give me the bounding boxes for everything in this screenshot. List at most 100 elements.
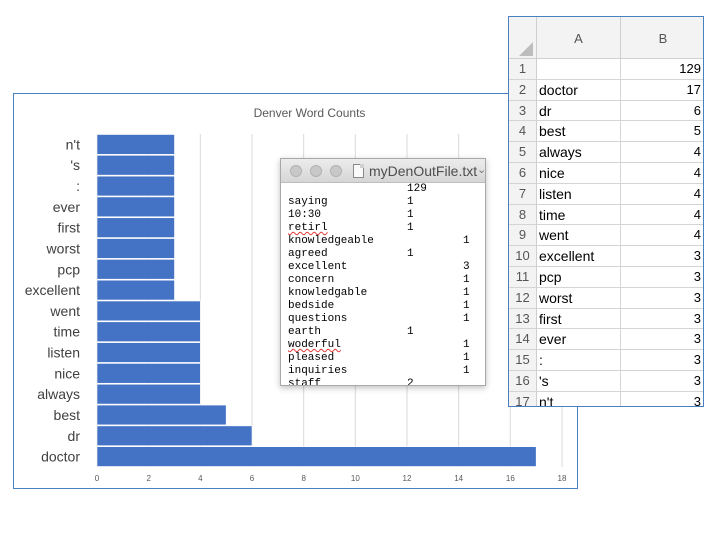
bar [96,279,175,301]
bar [96,196,175,218]
cell-count[interactable]: 4 [693,206,701,222]
row-number[interactable]: 6 [509,162,537,183]
sheet-row: 13 first 3 [509,308,703,330]
sheet-row: 5 always 4 [509,142,703,163]
cell-count[interactable]: 6 [693,102,701,118]
cell-count[interactable]: 4 [693,164,701,180]
sheet-row: 10 excellent 3 [509,246,703,267]
cell-count[interactable]: 3 [693,393,701,407]
text-line: bedside 1 [288,300,485,313]
cell-word[interactable]: best [537,121,621,142]
cell-word[interactable]: : [537,350,621,370]
row-number[interactable]: 10 [509,246,537,266]
row-number[interactable]: 4 [509,121,537,142]
cell-count[interactable]: 4 [693,144,701,160]
text-line-word: excellent [288,261,348,273]
bar [96,342,201,363]
column-header-b[interactable]: B [658,31,668,46]
cell-count[interactable]: 3 [693,331,701,347]
column-header-a[interactable]: A [537,17,621,59]
cell-count[interactable]: 3 [693,310,701,326]
select-all-cell[interactable] [509,17,537,59]
sheet-row: 17 n't 3 [509,391,703,407]
text-line: knowledgable 1 [288,287,485,300]
x-tick-label: 0 [95,474,100,483]
cell-count[interactable]: 3 [693,352,701,368]
cell-word[interactable] [537,59,621,79]
cell-word[interactable]: first [537,308,621,329]
spreadsheet-grid[interactable]: A B 1 129 2 doctor 17 3 dr 6 4 best 5 5 always 4 6 nice… [508,16,704,407]
cell-word[interactable]: 's [537,370,621,391]
category-label: excellent [25,282,80,298]
row-number[interactable]: 7 [509,183,537,204]
text-line-word: pleased [288,352,335,364]
row-number[interactable]: 2 [509,79,537,100]
cell-word[interactable]: always [537,142,621,162]
bar [96,134,175,155]
x-tick-label: 12 [403,474,412,483]
cell-word[interactable]: dr [537,100,621,121]
row-number[interactable]: 16 [509,370,537,391]
cell-word[interactable]: excellent [537,246,621,266]
text-file-window[interactable]: myDenOutFile.txt ⌄ 129 saying 1 10:30 1 retir… [280,158,486,386]
minimize-window-button[interactable] [310,165,322,177]
cell-word[interactable]: n't [537,391,621,406]
window-titlebar[interactable]: myDenOutFile.txt ⌄ [281,159,485,183]
cell-count[interactable]: 3 [693,289,701,305]
row-number[interactable]: 9 [509,225,537,246]
row-number[interactable]: 13 [509,308,537,329]
text-file-content[interactable]: 129 saying 1 10:30 1 retirl 1 knowledgeable 1 agr… [288,183,485,385]
category-label: went [49,303,80,319]
cell-word[interactable]: nice [537,162,621,183]
text-line: woderful 1 [288,339,485,352]
sheet-row: 16's 3 [509,370,703,392]
cell-count[interactable]: 3 [693,372,701,388]
cell-count[interactable]: 17 [686,81,701,97]
x-tick-label: 16 [506,474,515,483]
cell-count[interactable]: 3 [693,248,701,264]
cell-count[interactable]: 3 [693,268,701,284]
text-line-word: retirl [288,222,328,234]
text-line-word: knowledgeable [288,235,374,247]
zoom-window-button[interactable] [330,165,342,177]
cell-count[interactable]: 4 [693,227,701,243]
text-line: knowledgeable 1 [288,235,485,248]
cell-count[interactable]: 5 [693,123,701,139]
cell-word[interactable]: listen [537,183,621,204]
row-number[interactable]: 5 [509,142,537,162]
row-number[interactable]: 14 [509,329,537,350]
close-window-button[interactable] [290,165,302,177]
x-tick-label: 14 [454,474,463,483]
text-line-count: 1 [407,248,414,260]
cell-word[interactable]: went [537,225,621,246]
row-number[interactable]: 12 [509,287,537,308]
text-line-word: bedside [288,300,335,312]
cell-word[interactable]: pcp [537,266,621,287]
sheet-row: 14 ever 3 [509,329,703,351]
cell-word[interactable]: worst [537,287,621,308]
row-number[interactable]: 17 [509,391,537,406]
text-line-word: questions [288,313,348,325]
sheet-row: 12 worst 3 [509,287,703,309]
chevron-down-icon[interactable]: ⌄ [477,164,486,176]
cell-word[interactable]: time [537,204,621,225]
cell-word[interactable]: ever [537,329,621,350]
category-label: ever [53,199,81,215]
text-line-word: inquiries [288,365,348,377]
text-line-count-tabbed: 1 [463,365,470,377]
row-number[interactable]: 1 [509,59,537,79]
row-number[interactable]: 8 [509,204,537,225]
text-line: questions 1 [288,313,485,326]
cell-count[interactable]: 129 [679,61,701,76]
category-label: : [76,178,80,194]
row-number[interactable]: 15 [509,350,537,370]
sheet-row: 3 dr 6 [509,100,703,122]
cell-count[interactable]: 4 [693,185,701,201]
row-number[interactable]: 3 [509,100,537,121]
text-line-word: concern [288,274,335,286]
x-tick-label: 8 [301,474,306,483]
row-number[interactable]: 11 [509,266,537,287]
cell-word[interactable]: doctor [537,79,621,100]
category-label: listen [47,345,80,361]
sheet-row: 2 doctor 17 [509,79,703,101]
